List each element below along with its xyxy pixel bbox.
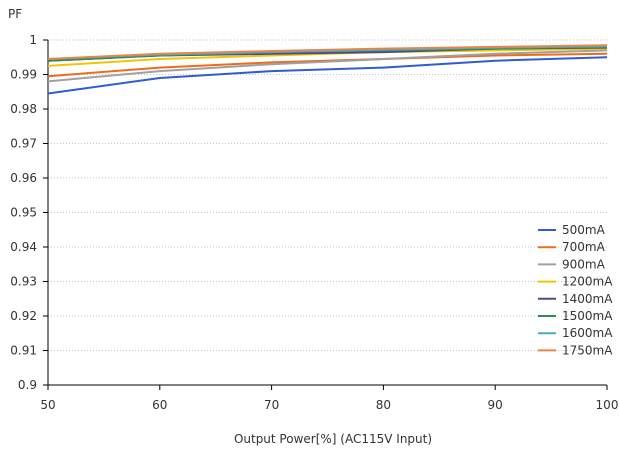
legend-label: 1400mA [562,292,613,306]
y-tick-label: 0.98 [10,102,37,116]
axes [43,39,608,390]
legend-label: 1200mA [562,275,613,289]
y-tick-label: 0.96 [10,171,37,185]
legend-label: 1600mA [562,326,613,340]
y-tick-label: 0.99 [10,68,37,82]
y-tick-label: 0.95 [10,206,37,220]
x-tick-label: 90 [488,398,503,412]
y-axis-label: PF [8,7,22,21]
x-tick-label: 70 [264,398,279,412]
y-tick-label: 0.9 [18,378,37,392]
legend-label: 500mA [562,223,606,237]
y-tick-label: 0.93 [10,275,37,289]
x-tick-labels: 50 60 70 80 90 100 [40,398,618,412]
series-line-500mA [47,56,608,95]
legend: 500mA 700mA 900mA 1200mA 1400mA 1500mA 1600mA 1… [538,223,613,357]
x-tick-label: 50 [40,398,55,412]
series-line-1750mA [47,44,608,60]
series-line-900mA [47,49,608,83]
legend-label: 700mA [562,240,606,254]
x-axis-label: Output Power[%] (AC115V Input) [234,432,432,446]
y-tick-label: 0.92 [10,309,37,323]
y-tick-label: 0.94 [10,240,37,254]
legend-label: 1750mA [562,343,613,357]
y-tick-labels: 0.9 0.91 0.92 0.93 0.94 0.95 0.96 0.97 0.98 0.99 1 [10,33,37,392]
legend-label: 1500mA [562,309,613,323]
y-tick-label: 0.97 [10,137,37,151]
grid-lines [48,39,607,351]
series-lines [47,44,608,95]
x-tick-label: 60 [152,398,167,412]
x-tick-label: 100 [596,398,619,412]
legend-label: 900mA [562,257,606,271]
y-tick-label: 1 [29,33,37,47]
y-tick-label: 0.91 [10,344,37,358]
x-tick-label: 80 [376,398,391,412]
